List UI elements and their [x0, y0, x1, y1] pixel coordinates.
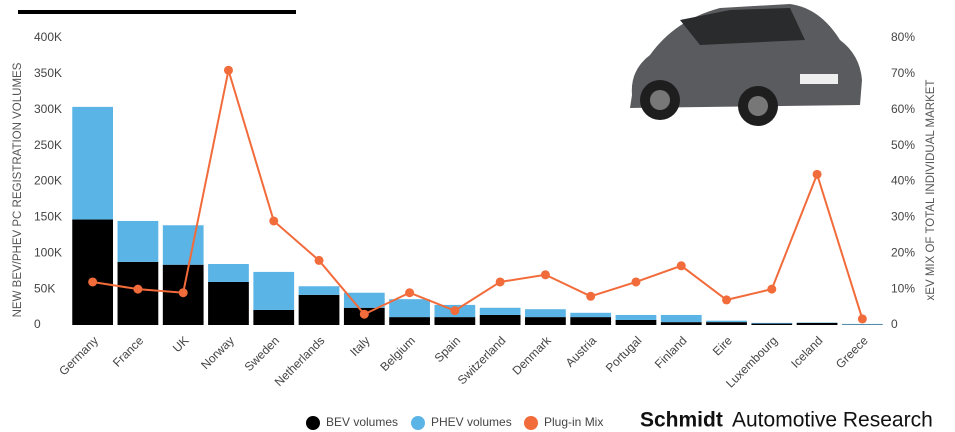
- bar-segment: [796, 322, 838, 325]
- y2-axis-title: xEV MIX OF TOTAL INDIVIDUAL MARKET: [925, 80, 937, 301]
- x-tick-label: Italy: [347, 333, 372, 358]
- bar-segment: [570, 312, 612, 318]
- legend-swatch: [411, 416, 425, 430]
- bar-segment: [706, 320, 747, 323]
- bar-segment: [72, 219, 114, 325]
- legend-label: BEV volumes: [326, 415, 398, 429]
- bar-segment: [298, 294, 340, 325]
- y2-tick-label: 10%: [891, 281, 915, 295]
- line-point: [405, 288, 415, 298]
- car-illustration: [630, 4, 862, 126]
- x-tick-label: Germany: [56, 333, 101, 378]
- x-tick-label: Spain: [432, 333, 464, 365]
- bar-segment: [72, 106, 114, 220]
- x-tick-label: Denmark: [509, 333, 554, 378]
- y-tick-label: 350K: [34, 66, 62, 80]
- y2-tick-label: 70%: [891, 66, 915, 80]
- bar-segment: [479, 307, 521, 315]
- line-point: [586, 291, 596, 301]
- bar-segment: [706, 322, 747, 325]
- x-tick-label: Switzerland: [455, 333, 509, 387]
- x-tick-label: Greece: [833, 333, 871, 371]
- x-tick-label: UK: [170, 333, 192, 355]
- line-point: [359, 309, 369, 319]
- bar-segment: [615, 319, 657, 325]
- bar-segment: [389, 317, 430, 325]
- bar-segment: [117, 220, 159, 262]
- y-tick-label: 0: [34, 317, 41, 331]
- line-point: [857, 314, 867, 324]
- legend-swatch: [524, 416, 538, 430]
- x-tick-label: France: [110, 333, 147, 370]
- bar-segment: [434, 317, 476, 325]
- line-point: [88, 277, 98, 287]
- bar-segment: [751, 322, 793, 324]
- brand-tagline: Automotive Research: [732, 409, 933, 432]
- legend-swatch: [306, 416, 320, 430]
- y-tick-label: 400K: [34, 30, 62, 44]
- bar-segment: [751, 323, 793, 325]
- line-point: [676, 261, 686, 271]
- bar-segment: [343, 292, 385, 308]
- y-tick-label: 100K: [34, 245, 62, 259]
- y2-tick-label: 50%: [891, 138, 915, 152]
- x-tick-label: Finland: [652, 333, 690, 371]
- line-point: [540, 270, 550, 280]
- bar-segment: [570, 317, 612, 325]
- y2-tick-label: 80%: [891, 30, 915, 44]
- bar-segment: [525, 309, 566, 318]
- bar-segment: [660, 314, 702, 323]
- bar-segment: [389, 299, 430, 318]
- y2-tick-label: 20%: [891, 245, 915, 259]
- x-tick-label: Eire: [710, 333, 735, 358]
- bar-segment: [208, 264, 249, 282]
- bar-segment: [841, 323, 883, 325]
- legend-label: Plug-in Mix: [544, 415, 603, 429]
- line-point: [314, 255, 324, 265]
- line-point: [767, 284, 777, 294]
- line-point: [722, 295, 732, 305]
- x-tick-label: Belgium: [377, 333, 418, 374]
- x-tick-label: Sweden: [242, 333, 283, 374]
- bar-segment: [479, 314, 521, 325]
- bar-segment: [615, 314, 657, 320]
- line-point: [223, 65, 233, 75]
- y-tick-label: 250K: [34, 138, 62, 152]
- x-tick-label: Austria: [563, 333, 600, 370]
- bar-segment: [253, 271, 295, 310]
- y2-tick-label: 40%: [891, 174, 915, 188]
- bar-segment: [525, 317, 566, 325]
- y-tick-label: 50K: [34, 281, 55, 295]
- bar-segment: [660, 322, 702, 325]
- y2-tick-label: 60%: [891, 102, 915, 116]
- y-tick-label: 200K: [34, 174, 62, 188]
- y-tick-label: 300K: [34, 102, 62, 116]
- bar-segment: [208, 281, 249, 325]
- line-point: [450, 306, 460, 316]
- x-tick-label: Iceland: [788, 333, 825, 370]
- line: [92, 69, 864, 320]
- x-tick-label: Portugal: [603, 333, 645, 375]
- x-tick-label: Norway: [198, 333, 237, 372]
- y2-tick-label: 0: [891, 317, 898, 331]
- y-axis-title: NEW BEV/PHEV PC REGISTRATION VOLUMES: [12, 62, 24, 317]
- line-point: [269, 216, 279, 226]
- line-point: [178, 288, 188, 298]
- bar-segment: [298, 286, 340, 295]
- brand-name: Schmidt: [640, 409, 723, 432]
- line-point: [812, 169, 822, 179]
- line-point: [631, 277, 641, 287]
- line-point: [133, 284, 143, 294]
- bar-segment: [253, 309, 295, 325]
- y2-tick-label: 30%: [891, 210, 915, 224]
- legend-label: PHEV volumes: [431, 415, 512, 429]
- y-tick-label: 150K: [34, 210, 62, 224]
- bar-segment: [162, 225, 204, 265]
- line-point: [495, 277, 505, 287]
